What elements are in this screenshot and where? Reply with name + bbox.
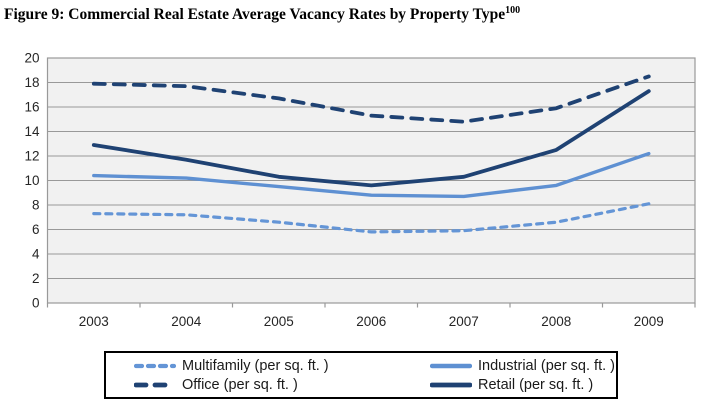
figure-title: Figure 9: Commercial Real Estate Average… bbox=[4, 5, 704, 24]
x-axis-tick-label: 2005 bbox=[264, 314, 294, 329]
y-axis-tick-label: 16 bbox=[24, 100, 39, 115]
y-axis-tick-label: 4 bbox=[32, 247, 40, 262]
y-axis-tick-label: 6 bbox=[32, 222, 40, 237]
x-axis-tick-label: 2007 bbox=[449, 314, 479, 329]
y-axis-tick-label: 12 bbox=[24, 149, 39, 164]
chart-legend: Multifamily (per sq. ft. ) Industrial (p… bbox=[104, 351, 618, 399]
figure-title-footnote-ref: 100 bbox=[505, 5, 521, 16]
x-axis-tick-label: 2006 bbox=[356, 314, 386, 329]
y-axis-tick-label: 8 bbox=[32, 198, 40, 213]
office-line bbox=[91, 74, 651, 124]
industrial-line bbox=[92, 151, 651, 199]
legend-item-office: Office (per sq. ft. ) bbox=[134, 377, 430, 393]
retail-legend-marker bbox=[430, 382, 472, 387]
y-axis-tick-label: 18 bbox=[24, 75, 39, 90]
legend-label-office: Office (per sq. ft. ) bbox=[182, 376, 298, 393]
office-legend-marker bbox=[134, 382, 176, 387]
industrial-legend-marker bbox=[430, 363, 472, 368]
x-axis-tick-label: 2004 bbox=[171, 314, 202, 329]
legend-label-multifamily: Multifamily (per sq. ft. ) bbox=[182, 357, 329, 374]
legend-item-retail: Retail (per sq. ft. ) bbox=[430, 377, 616, 393]
vacancy-rates-line-chart: 0 2 4 6 8 10 12 14 16 18 20 2003 2004 2005 2006 2007 200… bbox=[24, 51, 696, 329]
x-axis-tick-label: 2003 bbox=[79, 314, 109, 329]
y-axis-tick-label: 20 bbox=[24, 51, 39, 66]
x-axis-tick-label: 2008 bbox=[541, 314, 571, 329]
legend-item-multifamily: Multifamily (per sq. ft. ) bbox=[134, 358, 430, 374]
y-axis-tick-label: 2 bbox=[32, 271, 40, 286]
y-axis-tick-label: 10 bbox=[24, 173, 39, 188]
multifamily-legend-marker bbox=[134, 363, 176, 368]
figure-title-text: Figure 9: Commercial Real Estate Average… bbox=[4, 6, 506, 24]
legend-item-industrial: Industrial (per sq. ft. ) bbox=[430, 358, 616, 374]
retail-line bbox=[91, 89, 651, 188]
x-axis-tick-label: 2009 bbox=[634, 314, 664, 329]
y-axis-tick-label: 14 bbox=[24, 124, 40, 139]
legend-label-industrial: Industrial (per sq. ft. ) bbox=[478, 357, 615, 374]
y-axis-tick-label: 0 bbox=[32, 296, 40, 311]
plot-border bbox=[46, 57, 696, 304]
multifamily-line bbox=[92, 202, 651, 234]
legend-label-retail: Retail (per sq. ft. ) bbox=[478, 376, 594, 393]
